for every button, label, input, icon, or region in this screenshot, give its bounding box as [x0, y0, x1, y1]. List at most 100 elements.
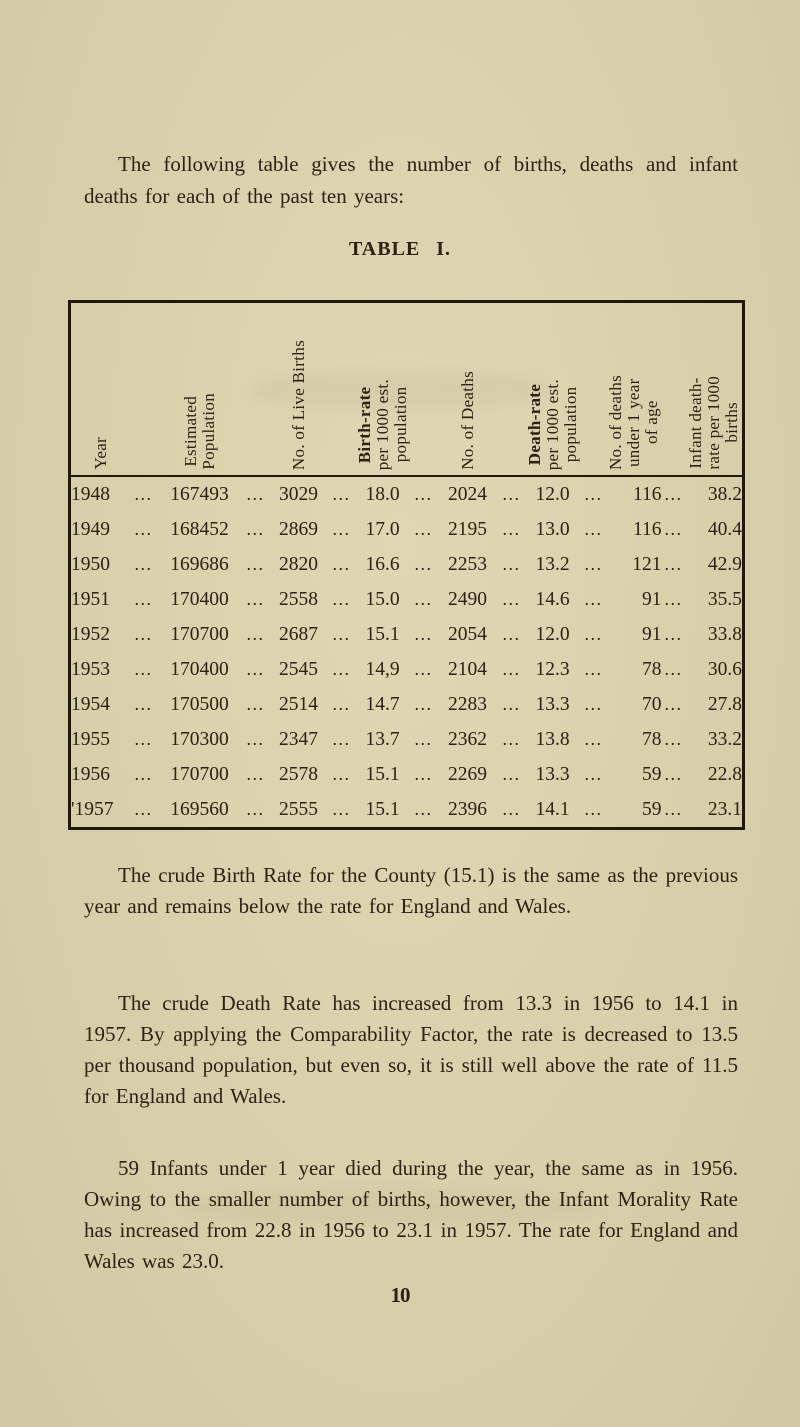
- cell-infant_death_rate: 35.5: [707, 588, 742, 610]
- dot-separator: ...: [584, 554, 603, 574]
- dot-separator: ...: [134, 659, 153, 679]
- cell-infant_deaths: 78: [642, 728, 662, 750]
- cell-deaths: 2490: [448, 588, 487, 610]
- cell-deaths: 2283: [448, 693, 487, 715]
- dot-separator: ...: [584, 764, 603, 784]
- cell-infant_death_rate: 27.8: [707, 693, 742, 715]
- cell-population: 170400: [170, 588, 229, 610]
- cell-birth_rate: 14,9: [365, 658, 400, 680]
- rotated-column-label: No. of Deaths: [457, 371, 477, 470]
- header-spacer: [131, 301, 156, 477]
- table-header: Year Estimated Population No. of Live Birth…: [69, 301, 744, 477]
- dot-separator: ...: [584, 694, 603, 714]
- dot-separator: ...: [246, 659, 265, 679]
- column-header-birth_rate: Birth-rate per 1000 est. population: [353, 301, 412, 477]
- dot-separator: ...: [502, 764, 521, 784]
- cell-infant_deaths: 59: [642, 798, 662, 820]
- column-header-deaths: No. of Deaths: [435, 301, 500, 477]
- dot-separator: ...: [584, 519, 603, 539]
- dot-separator: ...: [584, 729, 603, 749]
- cell-year: 1956: [71, 763, 110, 785]
- dot-separator: ...: [414, 554, 433, 574]
- cell-death_rate: 14.6: [535, 588, 570, 610]
- cell-death_rate: 12.3: [535, 658, 570, 680]
- dot-separator: ...: [246, 764, 265, 784]
- rotated-column-label: Year: [91, 437, 111, 470]
- cell-year: 1949: [71, 518, 110, 540]
- dot-separator: ...: [134, 729, 153, 749]
- cell-year: 1948: [71, 483, 110, 505]
- dot-separator: ...: [134, 799, 153, 819]
- cell-deaths: 2253: [448, 553, 487, 575]
- dot-separator: ...: [246, 799, 265, 819]
- dot-separator: ...: [502, 554, 521, 574]
- dot-separator: ...: [414, 729, 433, 749]
- cell-death_rate: 13.3: [535, 763, 570, 785]
- cell-population: 170700: [170, 623, 229, 645]
- table-row: 1956... 170700... 2578... 15.1... 2269... 13.…: [70, 757, 744, 792]
- dot-separator: ...: [502, 729, 521, 749]
- intro-paragraph: The following table gives the number of …: [84, 152, 738, 208]
- header-spacer: [661, 301, 686, 477]
- column-header-year: Year: [69, 301, 132, 477]
- table-row: 1955... 170300... 2347... 13.7... 2362... 13.…: [70, 722, 744, 757]
- cell-year: 1955: [71, 728, 110, 750]
- cell-deaths: 2362: [448, 728, 487, 750]
- cell-infant_deaths: 91: [642, 623, 662, 645]
- dot-separator: ...: [502, 799, 521, 819]
- cell-deaths: 2396: [448, 798, 487, 820]
- dot-separator: ...: [414, 519, 433, 539]
- header-spacer: [411, 301, 436, 477]
- rotated-column-label: No. of deaths under 1 year of age: [605, 374, 661, 470]
- cell-population: 170700: [170, 763, 229, 785]
- dot-separator: ...: [502, 659, 521, 679]
- table-row: 1951... 170400... 2558... 15.0... 2490... 14.…: [70, 582, 744, 617]
- cell-infant_death_rate: 38.2: [707, 483, 742, 505]
- dot-separator: ...: [246, 694, 265, 714]
- cell-live_births: 2555: [279, 798, 318, 820]
- cell-year: 1953: [71, 658, 110, 680]
- table-body: 1948... 167493... 3029... 18.0... 2024... 12.…: [70, 476, 744, 829]
- dot-separator: ...: [414, 799, 433, 819]
- cell-infant_death_rate: 33.2: [707, 728, 742, 750]
- dot-separator: ...: [664, 729, 683, 749]
- cell-population: 170500: [170, 693, 229, 715]
- dot-separator: ...: [134, 624, 153, 644]
- cell-population: 170400: [170, 658, 229, 680]
- cell-population: 170300: [170, 728, 229, 750]
- dot-separator: ...: [502, 484, 521, 504]
- rotated-column-label: Death-rate per 1000 est. population: [524, 378, 580, 470]
- dot-separator: ...: [246, 519, 265, 539]
- dot-separator: ...: [134, 589, 153, 609]
- cell-population: 169560: [170, 798, 229, 820]
- column-header-infant_death_rate: Infant death-rate per 1000 births: [685, 301, 744, 477]
- dot-separator: ...: [134, 694, 153, 714]
- cell-live_births: 2545: [279, 658, 318, 680]
- cell-population: 167493: [170, 483, 229, 505]
- column-header-death_rate: Death-rate per 1000 est. population: [523, 301, 582, 477]
- cell-infant_deaths: 116: [632, 518, 662, 540]
- table-row: 1952... 170700... 2687... 15.1... 2054... 12.…: [70, 617, 744, 652]
- cell-birth_rate: 13.7: [365, 728, 400, 750]
- cell-infant_death_rate: 40.4: [707, 518, 742, 540]
- cell-deaths: 2195: [448, 518, 487, 540]
- dot-separator: ...: [332, 624, 351, 644]
- cell-live_births: 2687: [279, 623, 318, 645]
- header-spacer: [243, 301, 268, 477]
- dot-separator: ...: [134, 764, 153, 784]
- cell-infant_deaths: 116: [632, 483, 662, 505]
- table-row: 1950... 169686... 2820... 16.6... 2253... 13.…: [70, 547, 744, 582]
- dot-separator: ...: [414, 764, 433, 784]
- cell-infant_deaths: 121: [632, 553, 662, 575]
- header-spacer: [581, 301, 606, 477]
- dot-separator: ...: [414, 659, 433, 679]
- page-bleed-smudge: [180, 1190, 600, 1224]
- cell-infant_deaths: 78: [642, 658, 662, 680]
- rotated-column-label: No. of Live Births: [288, 339, 308, 470]
- table-row: 1948... 167493... 3029... 18.0... 2024... 12.…: [70, 476, 744, 512]
- cell-birth_rate: 15.1: [365, 623, 400, 645]
- dot-separator: ...: [664, 624, 683, 644]
- dot-separator: ...: [414, 694, 433, 714]
- dot-separator: ...: [664, 554, 683, 574]
